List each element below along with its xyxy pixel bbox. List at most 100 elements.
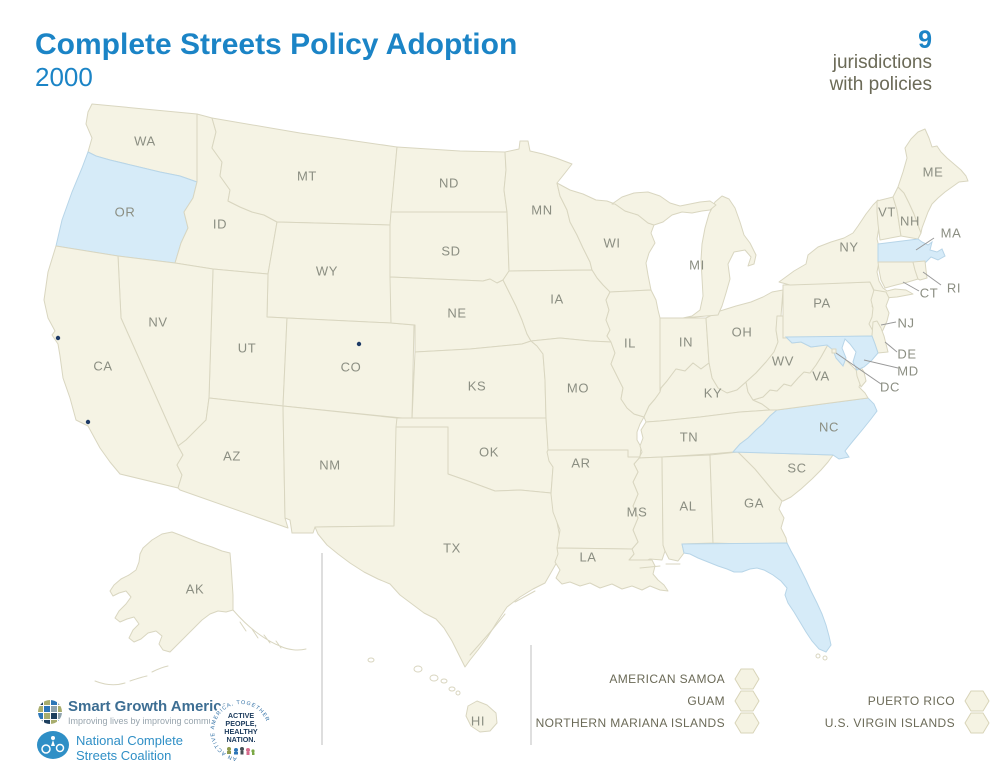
- state-md: [784, 335, 879, 371]
- map-label-mt: MT: [297, 169, 317, 184]
- sga-logo-grid: [38, 700, 62, 724]
- territory-row: PUERTO RICO: [868, 689, 990, 713]
- city-dot: [85, 419, 91, 425]
- ncsc-logo: [37, 731, 69, 759]
- map-label-va: VA: [812, 369, 830, 384]
- territory-row: GUAM: [687, 689, 760, 713]
- leader-line-ri: [922, 271, 942, 286]
- map-label-nd: ND: [439, 176, 459, 191]
- map-label-nv: NV: [148, 315, 167, 330]
- leader-line-nj: [880, 321, 897, 326]
- territory-label: PUERTO RICO: [867, 694, 955, 708]
- territory-row: U.S. VIRGIN ISLANDS: [825, 711, 990, 735]
- state-tx: [314, 426, 562, 668]
- map-label-nj: NJ: [897, 316, 914, 331]
- state-ma: [877, 238, 946, 264]
- city-dot: [55, 335, 61, 341]
- ak-panhandle: [232, 609, 307, 651]
- map-label-nh: NH: [900, 214, 920, 229]
- leader-line-ma: [915, 237, 935, 251]
- tx-barrier-islands: [469, 590, 536, 656]
- map-label-mn: MN: [531, 203, 552, 218]
- page-year: 2000: [35, 62, 93, 92]
- map-label-ma: MA: [941, 226, 962, 241]
- aphn-badge: CREATING AN ACTIVE AMERICA, TOGETHER ACT…: [208, 698, 273, 763]
- state-mi-lower: [682, 195, 757, 319]
- state-ct: [877, 261, 919, 289]
- hi-islands: [367, 657, 461, 696]
- map-label-ks: KS: [468, 379, 487, 394]
- gulf-barrier-islands: [639, 563, 681, 569]
- map-label-tx: TX: [443, 541, 461, 556]
- map-label-ak: AK: [186, 582, 205, 597]
- map-label-nm: NM: [319, 458, 340, 473]
- map-label-or: OR: [115, 205, 136, 220]
- leader-lines: [835, 237, 942, 385]
- aphn-figures: [227, 747, 255, 755]
- svg-text:PEOPLE,: PEOPLE,: [225, 719, 256, 728]
- map-label-co: CO: [341, 360, 362, 375]
- territory-hexagon-icon: [964, 690, 990, 712]
- state-ri: [912, 260, 928, 281]
- leader-line-dc: [835, 352, 882, 385]
- sga-tagline: Improving lives by improving communities: [68, 716, 235, 726]
- state-az: [176, 397, 289, 529]
- map-label-in: IN: [679, 335, 693, 350]
- territory-label: NORTHERN MARIANA ISLANDS: [535, 716, 725, 730]
- page-title: Complete Streets Policy Adoption: [35, 28, 518, 61]
- map-label-pa: PA: [813, 296, 831, 311]
- state-fl: [681, 542, 832, 653]
- state-la: [554, 547, 669, 592]
- map-label-ia: IA: [550, 292, 563, 307]
- map-label-hi: HI: [471, 714, 485, 729]
- svg-text:ACTIVE: ACTIVE: [228, 711, 255, 720]
- ncsc-person-icon: [51, 736, 55, 740]
- state-labels: WA OR CA NV ID MT WY UT CO AZ NM ND SD NE KS OK TX MN IA MO…: [93, 134, 962, 729]
- sga-logo: [38, 700, 62, 724]
- territory-hexagon-icon: [734, 668, 760, 690]
- svg-text:NATION.: NATION.: [226, 735, 255, 744]
- map-label-ne: NE: [447, 306, 466, 321]
- territory-hexagon-icon: [964, 712, 990, 734]
- territory-label: GUAM: [687, 694, 725, 708]
- territory-hexagon-icon: [734, 712, 760, 734]
- map-label-wy: WY: [316, 264, 338, 279]
- map-label-tn: TN: [680, 430, 699, 445]
- stat-count: 9: [918, 26, 932, 54]
- sga-name: Smart Growth America: [68, 698, 230, 715]
- hi-big-island: [465, 700, 498, 733]
- map-label-oh: OH: [732, 325, 753, 340]
- svg-text:HEALTHY: HEALTHY: [224, 727, 258, 736]
- territory-hexagon-icon: [734, 690, 760, 712]
- state-co: [282, 317, 415, 420]
- map-label-id: ID: [213, 217, 227, 232]
- map-label-al: AL: [679, 499, 696, 514]
- stat-label-line2: with policies: [829, 74, 932, 95]
- leader-line-de: [884, 341, 898, 353]
- state-me: [897, 128, 969, 234]
- state-ak: [109, 531, 234, 653]
- territory-label: AMERICAN SAMOA: [609, 672, 725, 686]
- map-label-md: MD: [897, 364, 918, 379]
- stat-label-line1: jurisdictions: [832, 52, 932, 73]
- map-label-az: AZ: [223, 449, 241, 464]
- map-label-ky: KY: [704, 386, 723, 401]
- map-label-wa: WA: [134, 134, 156, 149]
- state-il: [605, 289, 661, 418]
- ncsc-wheel-icon: [41, 744, 51, 754]
- map-label-de: DE: [897, 347, 916, 362]
- map-label-vt: VT: [878, 205, 896, 220]
- ncsc-name-line1: National Complete: [76, 733, 183, 748]
- ak-aleutians: [94, 665, 169, 686]
- state-wi: [556, 182, 656, 293]
- map-label-nc: NC: [819, 420, 839, 435]
- dc-square: [831, 348, 837, 354]
- ncsc-name-line2: Streets Coalition: [76, 748, 172, 763]
- map-label-ct: CT: [920, 286, 939, 301]
- territory-label: U.S. VIRGIN ISLANDS: [824, 716, 955, 730]
- map-label-il: IL: [624, 336, 636, 351]
- state-ar: [546, 449, 641, 550]
- map-label-ca: CA: [93, 359, 112, 374]
